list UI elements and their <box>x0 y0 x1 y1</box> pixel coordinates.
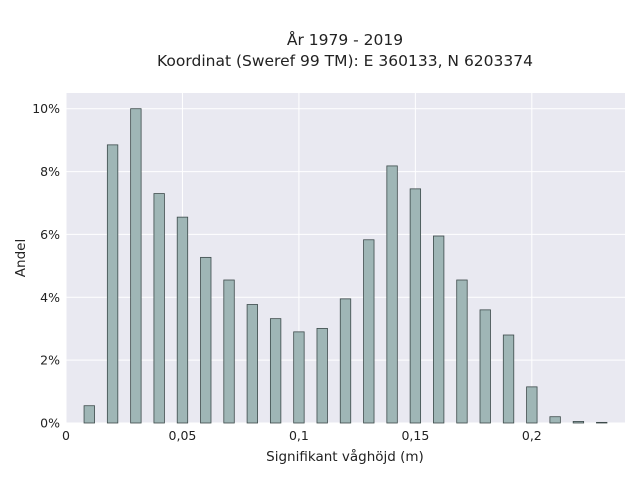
y-tick-label: 4% <box>40 290 60 305</box>
chart-title: År 1979 - 2019 <box>287 30 403 49</box>
bar <box>130 108 142 424</box>
bar <box>176 216 189 424</box>
bar <box>526 386 538 424</box>
bar <box>153 193 165 424</box>
bar <box>83 405 95 424</box>
x-tick-label: 0,05 <box>169 428 197 443</box>
y-tick-label: 8% <box>40 164 60 179</box>
bar <box>339 298 352 424</box>
bar <box>572 421 585 424</box>
bar <box>269 318 282 424</box>
bar <box>293 331 305 424</box>
bar <box>386 165 398 424</box>
x-tick-label: 0,15 <box>401 428 429 443</box>
bar <box>433 235 445 424</box>
bar <box>106 144 119 424</box>
x-tick-label: 0,2 <box>522 428 542 443</box>
tick-labels: 0 0,05 0,1 0,15 0,2 0% 2% 4% 6% 8% 10% <box>32 101 542 443</box>
chart-subtitle: Koordinat (Sweref 99 TM): E 360133, N 62… <box>157 52 533 70</box>
y-tick-label: 0% <box>40 416 60 431</box>
bar <box>549 416 561 424</box>
bar <box>223 279 235 424</box>
bar <box>479 309 491 424</box>
bar <box>316 327 328 424</box>
y-tick-label: 6% <box>40 227 60 242</box>
y-tick-label: 10% <box>32 101 60 116</box>
bar <box>246 304 258 424</box>
bar <box>502 334 515 424</box>
bar <box>409 188 422 424</box>
bars <box>83 108 608 424</box>
y-axis-label: Andel <box>13 239 29 277</box>
bar <box>456 279 468 424</box>
bar <box>200 256 212 424</box>
bar <box>363 239 375 424</box>
x-axis-label: Signifikant våghöjd (m) <box>266 448 424 465</box>
x-tick-label: 0,1 <box>289 428 309 443</box>
y-tick-label: 2% <box>40 353 60 368</box>
x-tick-label: 0 <box>62 428 70 443</box>
bar <box>596 421 608 424</box>
